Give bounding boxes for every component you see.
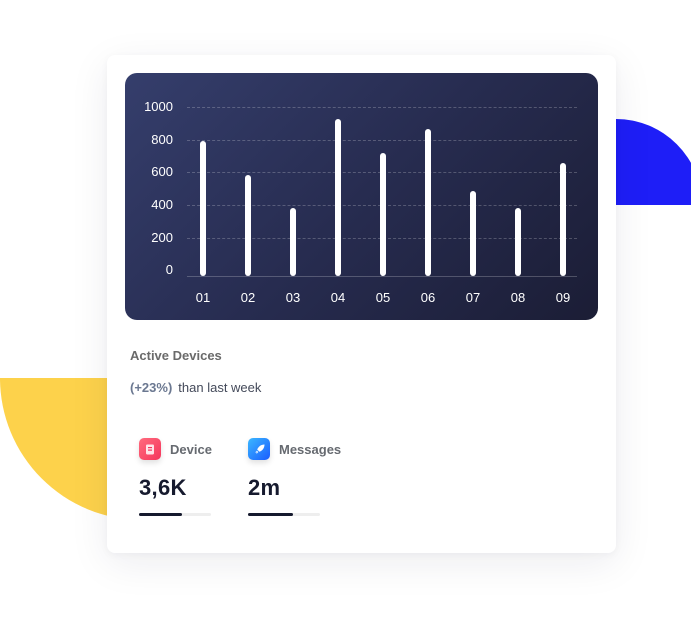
- stat-device: Device 3,6K: [139, 437, 212, 516]
- x-tick-label: 01: [195, 290, 211, 305]
- stat-value: 2m: [248, 475, 281, 500]
- stat-value: 3,6K: [139, 475, 187, 500]
- y-tick-label: 600: [151, 164, 173, 179]
- y-tick-label: 400: [151, 197, 173, 212]
- change-percent: (+23%): [130, 380, 173, 395]
- stat-label: Messages: [279, 441, 342, 457]
- stat-label: Device: [170, 441, 212, 457]
- document-icon: [139, 438, 161, 460]
- y-tick-label: 0: [165, 262, 173, 277]
- bar-09: [560, 163, 566, 276]
- grid-line: [187, 107, 577, 108]
- rocket-icon: [248, 438, 270, 460]
- y-tick-label: 200: [151, 230, 173, 245]
- decorative-yellow-quarter-circle: [0, 378, 108, 520]
- grid-line: [187, 140, 577, 141]
- x-tick-label: 08: [510, 290, 526, 305]
- progress-bar: [248, 513, 320, 516]
- x-tick-label: 06: [420, 290, 436, 305]
- progress-fill: [139, 513, 183, 516]
- bar-07: [470, 191, 476, 276]
- bar-04: [335, 119, 341, 276]
- x-tick-label: 07: [465, 290, 481, 305]
- x-tick-label: 05: [375, 290, 391, 305]
- y-tick-label: 800: [151, 132, 173, 147]
- bar-03: [290, 208, 296, 276]
- bar-05: [380, 153, 386, 276]
- x-tick-label: 02: [240, 290, 256, 305]
- progress-fill: [248, 513, 293, 516]
- progress-bar: [139, 513, 211, 516]
- bar-chart: 1000 800 600 400 200 0 01 02 03 04 05 06…: [125, 73, 598, 320]
- active-devices-card: 1000 800 600 400 200 0 01 02 03 04 05 06…: [107, 55, 616, 553]
- stat-messages: Messages 2m: [248, 437, 342, 516]
- decorative-blue-quarter-circle: [616, 119, 691, 205]
- x-tick-label: 03: [285, 290, 301, 305]
- change-text: than last week: [178, 380, 262, 395]
- x-axis-line: [187, 276, 577, 277]
- x-tick-label: 04: [330, 290, 346, 305]
- bar-08: [515, 208, 521, 276]
- bar-01: [200, 141, 206, 276]
- y-tick-label: 1000: [144, 99, 173, 114]
- weekly-change: (+23%) than last week: [130, 380, 261, 395]
- bar-02: [245, 175, 251, 276]
- card-title: Active Devices: [130, 348, 222, 363]
- bar-06: [425, 129, 431, 276]
- x-tick-label: 09: [555, 290, 571, 305]
